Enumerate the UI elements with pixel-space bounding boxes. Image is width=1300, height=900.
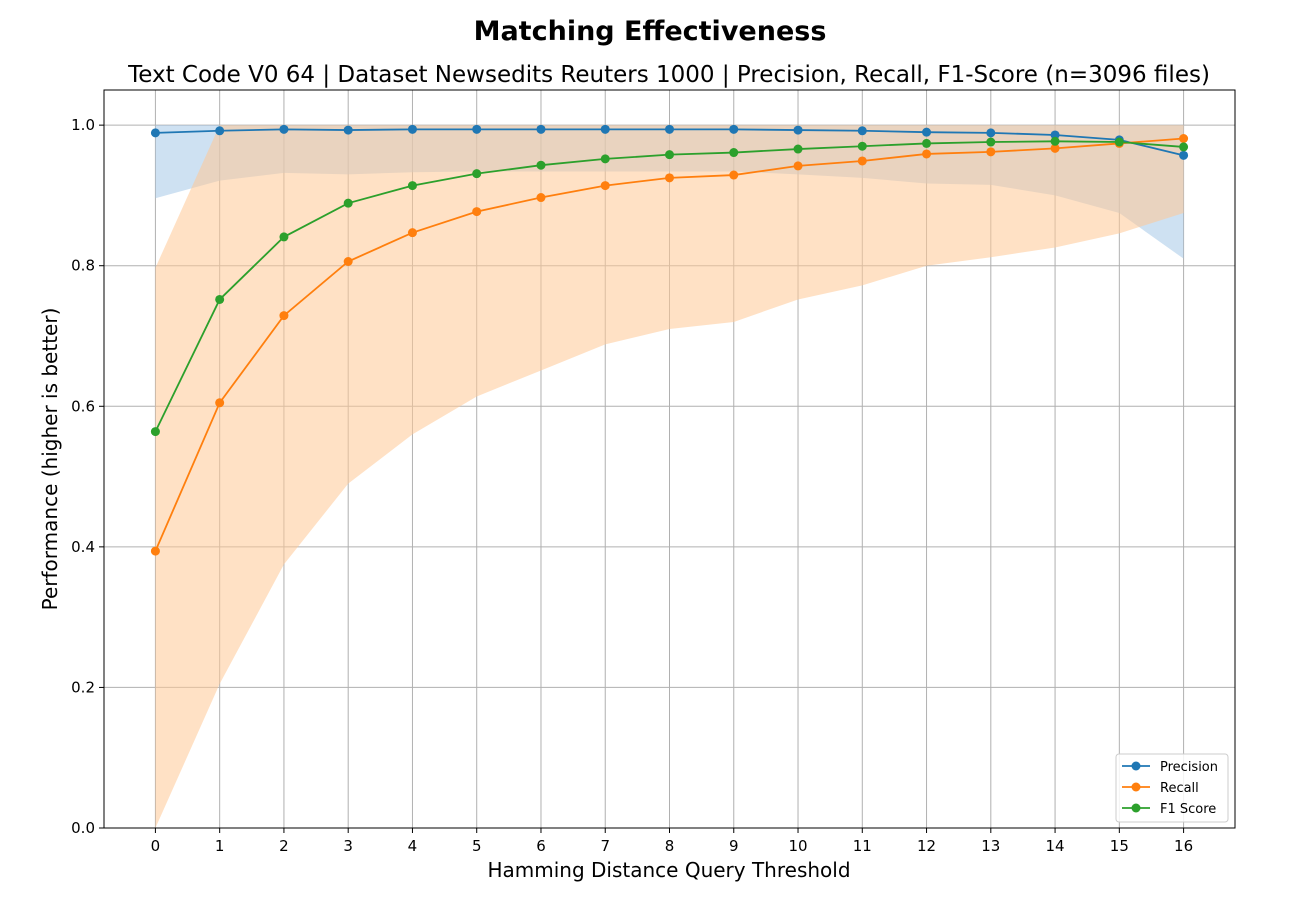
point-recall: [793, 161, 803, 171]
point-recall: [1050, 143, 1060, 153]
point-precision: [986, 128, 996, 138]
x-tick-label: 9: [729, 837, 739, 855]
point-precision: [279, 124, 289, 134]
legend-label-precision: Precision: [1160, 760, 1218, 775]
point-precision: [407, 124, 417, 134]
y-tick-label: 0.6: [71, 397, 95, 415]
x-tick-label: 6: [536, 837, 546, 855]
point-f1-score: [150, 427, 160, 437]
series-points: [150, 124, 1189, 556]
point-precision: [343, 125, 353, 135]
x-axis-label: Hamming Distance Query Threshold: [487, 858, 850, 882]
point-precision: [472, 124, 482, 134]
point-f1-score: [407, 181, 417, 191]
x-tick-label: 14: [1046, 837, 1065, 855]
legend-marker-recall: [1131, 782, 1141, 792]
point-f1-score: [922, 138, 932, 148]
point-recall: [922, 149, 932, 159]
point-f1-score: [1050, 136, 1060, 146]
confidence-bands: [155, 125, 1184, 828]
point-precision: [665, 124, 674, 134]
x-tick-label: 2: [279, 837, 289, 855]
point-precision: [150, 128, 160, 138]
y-axis-ticks: 0.0 0.2 0.4 0.6 0.8 1.0: [71, 116, 104, 837]
x-tick-label: 0: [151, 837, 161, 855]
x-tick-label: 8: [665, 837, 675, 855]
chart-subtitle: Text Code V0 64 | Dataset Newsedits Reut…: [127, 62, 1210, 88]
x-tick-label: 15: [1110, 837, 1129, 855]
y-tick-label: 0.2: [71, 678, 95, 696]
legend-marker-precision: [1131, 761, 1141, 771]
point-precision: [600, 124, 610, 134]
band-recall: [155, 125, 1184, 828]
legend-marker-f1-score: [1131, 803, 1141, 813]
x-tick-label: 1: [215, 837, 225, 855]
point-precision: [857, 126, 867, 136]
point-recall: [665, 173, 674, 183]
point-precision: [536, 124, 546, 134]
point-recall: [600, 181, 610, 191]
x-tick-label: 7: [600, 837, 610, 855]
legend-label-recall: Recall: [1160, 781, 1199, 796]
point-f1-score: [729, 148, 739, 158]
point-f1-score: [986, 137, 996, 147]
x-tick-label: 13: [981, 837, 1000, 855]
point-f1-score: [279, 232, 289, 242]
point-f1-score: [536, 160, 546, 170]
point-recall: [343, 256, 353, 266]
point-recall: [150, 546, 160, 556]
point-f1-score: [472, 169, 482, 179]
point-f1-score: [857, 141, 867, 151]
y-axis-label: Performance (higher is better): [38, 308, 62, 611]
chart-title: Matching Effectiveness: [474, 16, 827, 47]
point-recall: [729, 170, 739, 180]
point-precision: [1050, 130, 1060, 140]
point-f1-score: [600, 154, 610, 164]
x-tick-label: 3: [343, 837, 353, 855]
point-recall: [1179, 133, 1189, 143]
y-tick-label: 0.0: [71, 819, 95, 837]
point-f1-score: [1114, 137, 1124, 147]
point-f1-score: [343, 198, 353, 208]
point-recall: [857, 156, 867, 166]
point-f1-score: [215, 294, 225, 304]
legend-label-f1-score: F1 Score: [1160, 802, 1216, 817]
point-recall: [536, 193, 546, 203]
x-tick-label: 11: [853, 837, 872, 855]
point-precision: [922, 127, 932, 137]
y-tick-label: 1.0: [71, 116, 95, 134]
x-tick-label: 16: [1174, 837, 1193, 855]
point-precision: [215, 126, 225, 136]
point-recall: [407, 228, 417, 238]
point-precision: [729, 124, 739, 134]
point-recall: [215, 398, 225, 408]
point-precision: [793, 125, 803, 135]
point-recall: [279, 311, 289, 321]
x-tick-label: 5: [472, 837, 482, 855]
y-tick-label: 0.8: [71, 257, 95, 275]
point-recall: [472, 207, 482, 217]
legend: Precision Recall F1 Score: [1115, 753, 1229, 823]
y-tick-label: 0.4: [71, 538, 95, 556]
x-tick-label: 4: [408, 837, 418, 855]
point-precision: [1179, 150, 1189, 160]
x-tick-label: 10: [788, 837, 807, 855]
point-recall: [986, 147, 996, 157]
x-axis-ticks: 0 1 2 3 4 5 6 7 8 9 10 11 12 13 14 15 16: [151, 828, 1193, 855]
point-f1-score: [793, 144, 803, 154]
legend-box: [1115, 753, 1229, 823]
point-f1-score: [665, 150, 674, 160]
x-tick-label: 12: [917, 837, 936, 855]
point-f1-score: [1179, 142, 1189, 152]
